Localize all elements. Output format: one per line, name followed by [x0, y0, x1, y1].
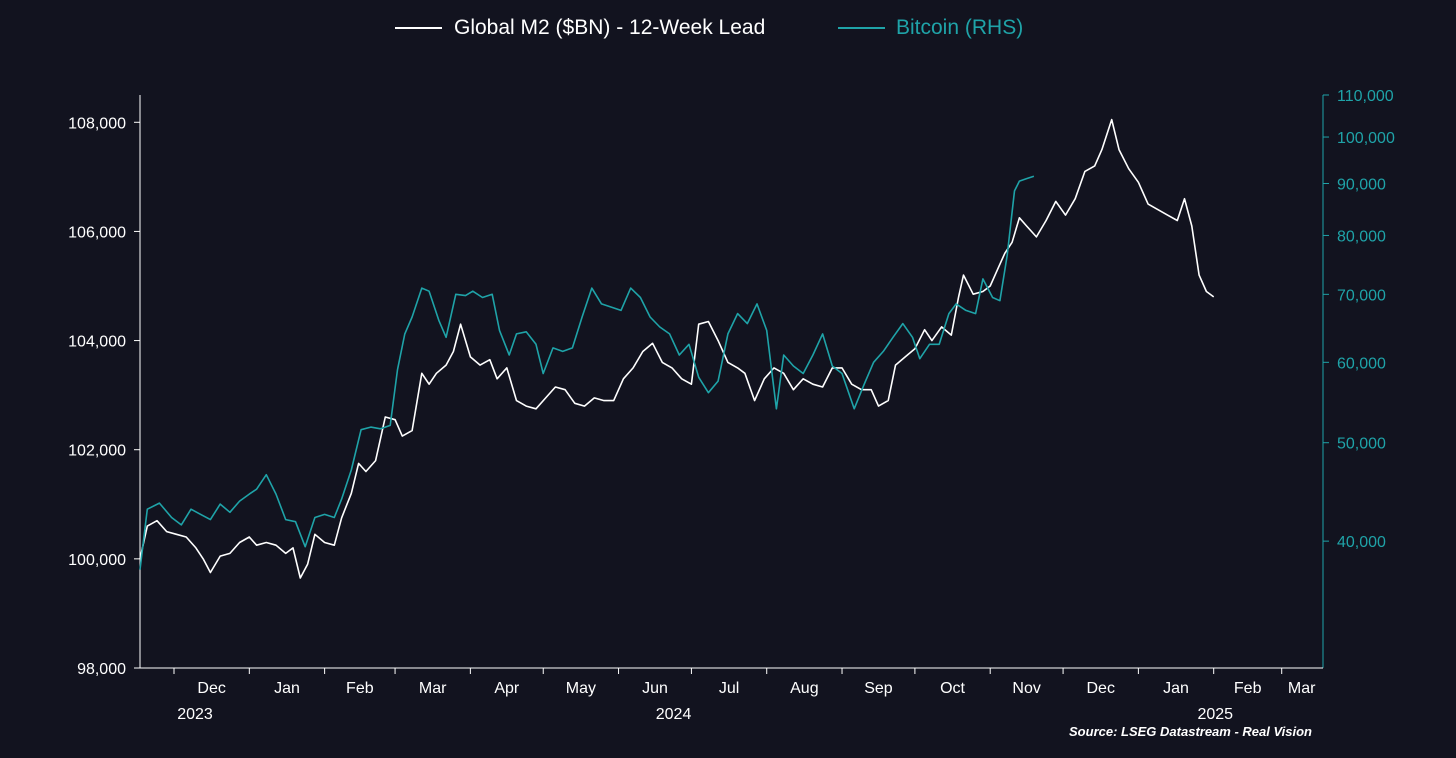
x-tick-label: Sep [864, 680, 893, 697]
x-tick-label: Dec [197, 680, 225, 697]
y-right-tick-label: 60,000 [1337, 355, 1386, 372]
y-left-tick-label: 104,000 [68, 334, 126, 351]
x-tick-label: Feb [1234, 680, 1262, 697]
legend-label-btc: Bitcoin (RHS) [896, 16, 1023, 39]
x-tick-label: Aug [790, 680, 818, 697]
x-tick-label: Jan [1163, 680, 1189, 697]
x-tick-label: Jun [642, 680, 668, 697]
x-tick-label: Jan [274, 680, 300, 697]
y-left-tick-label: 98,000 [77, 661, 126, 678]
series-layer [139, 118, 1215, 579]
y-right-tick-label: 90,000 [1337, 176, 1386, 193]
y-right-tick-label: 80,000 [1337, 228, 1386, 245]
x-tick-label: Dec [1087, 680, 1115, 697]
y-right-tick-label: 100,000 [1337, 130, 1395, 147]
x-tick-label: Oct [940, 680, 965, 697]
source-note: Source: LSEG Datastream - Real Vision [1069, 724, 1312, 739]
series-line-bitcoin [139, 175, 1035, 570]
y-left-tick-label: 102,000 [68, 443, 126, 460]
series-line-global-m2 [139, 118, 1215, 579]
y-right-tick-label: 70,000 [1337, 287, 1386, 304]
x-year-label: 2024 [656, 706, 692, 723]
y-right-tick-label: 40,000 [1337, 534, 1386, 551]
axes: 98,000 100,000 102,000 104,000 106,000 108,00… [68, 88, 1395, 723]
x-tick-label: Jul [719, 680, 739, 697]
legend: Global M2 ($BN) - 12-Week Lead Bitcoin (… [395, 16, 1023, 39]
x-tick-label: May [566, 680, 596, 697]
y-right-tick-label: 110,000 [1337, 88, 1394, 105]
x-year-label: 2023 [177, 706, 213, 723]
x-tick-label: Feb [346, 680, 374, 697]
y-left-tick-label: 106,000 [68, 224, 126, 241]
y-left-tick-label: 108,000 [68, 115, 126, 132]
y-right-tick-label: 50,000 [1337, 436, 1386, 453]
x-tick-label: Mar [1288, 680, 1316, 697]
y-left-tick-label: 100,000 [68, 552, 126, 569]
x-tick-label: Mar [419, 680, 447, 697]
x-year-label: 2025 [1197, 706, 1233, 723]
legend-label-m2: Global M2 ($BN) - 12-Week Lead [454, 16, 765, 39]
x-tick-label: Nov [1012, 680, 1040, 697]
x-tick-label: Apr [494, 680, 520, 697]
